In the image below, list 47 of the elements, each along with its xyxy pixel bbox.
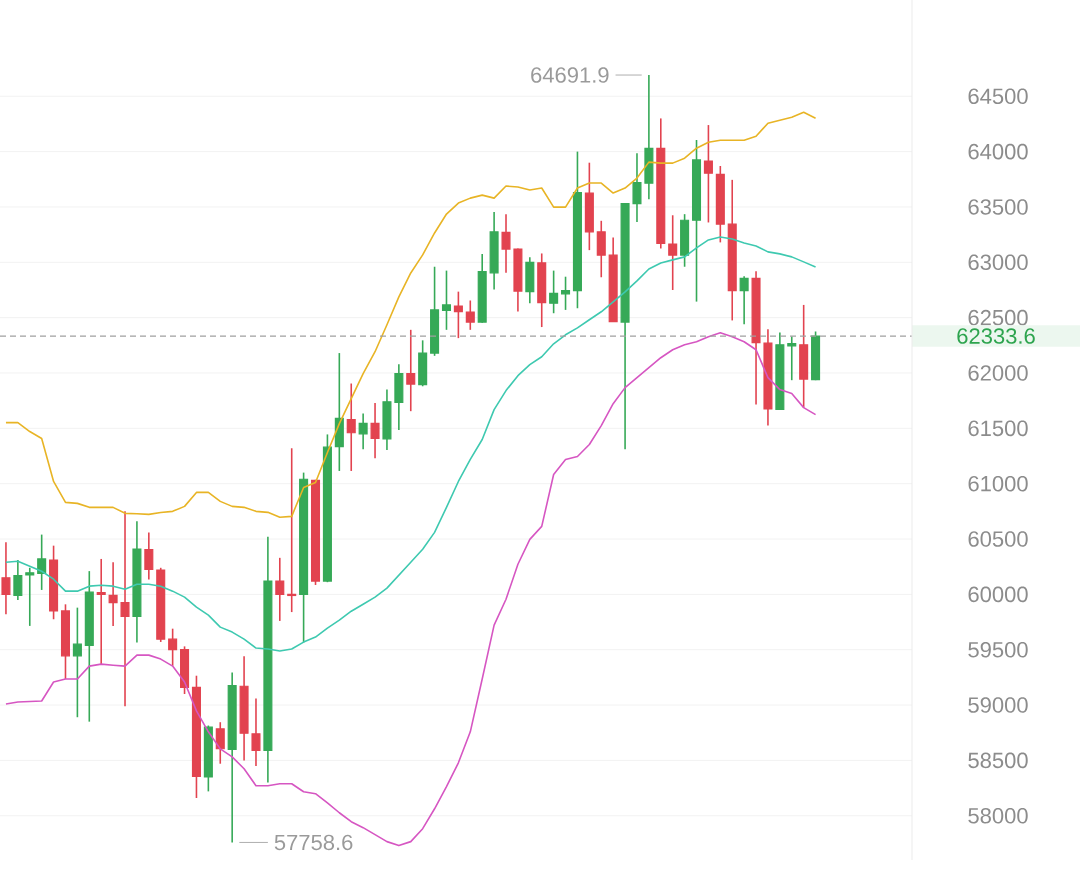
candlestick xyxy=(120,510,130,707)
candlestick xyxy=(13,559,23,601)
candlestick xyxy=(632,152,642,223)
y-tick-label: 64000 xyxy=(968,143,1028,160)
candlestick xyxy=(144,531,154,581)
candlestick xyxy=(465,299,475,331)
candlestick xyxy=(251,697,261,767)
candlestick xyxy=(287,447,297,613)
candlestick xyxy=(108,561,118,627)
candlestick xyxy=(596,220,606,279)
candlestick xyxy=(96,558,106,665)
y-tick-label: 64500 xyxy=(968,88,1028,105)
y-tick-label: 61500 xyxy=(968,420,1028,437)
candlestick xyxy=(501,213,511,274)
candlestick xyxy=(37,533,47,591)
y-tick-label: 59000 xyxy=(968,697,1028,713)
candlestick xyxy=(370,402,380,460)
y-tick-label: 60500 xyxy=(968,531,1028,547)
y-tick-label: 61000 xyxy=(968,475,1028,492)
candlestick xyxy=(739,275,749,326)
candlestick xyxy=(275,557,285,622)
candlestick xyxy=(25,567,35,627)
candlestick xyxy=(72,606,82,719)
y-tick-label: 62500 xyxy=(968,309,1028,326)
ref-line-label: 62333.6 xyxy=(957,328,1035,344)
annotation: 57758.6 xyxy=(274,834,353,851)
candlestick xyxy=(668,214,678,291)
y-tick-label: 58000 xyxy=(968,807,1028,824)
candlestick xyxy=(358,412,368,451)
y-tick-label: 63500 xyxy=(968,199,1028,215)
y-tick-label: 60000 xyxy=(968,586,1028,603)
candlestick xyxy=(1,541,11,616)
candlestick xyxy=(549,269,559,315)
candlestick xyxy=(453,290,463,339)
candlestick xyxy=(346,382,356,472)
candlestick xyxy=(561,275,571,311)
y-tick-label: 58500 xyxy=(968,752,1028,769)
candlestick xyxy=(787,335,797,381)
y-tick-label: 63000 xyxy=(968,254,1028,271)
candlestick xyxy=(215,721,225,765)
candlestick xyxy=(703,124,713,224)
y-tick-label: 59500 xyxy=(968,641,1028,658)
annotation: 64691.9 xyxy=(531,67,609,83)
candlestick xyxy=(168,627,178,667)
candlestick xyxy=(406,329,416,412)
candlestick xyxy=(441,269,452,331)
y-tick-label: 62000 xyxy=(968,365,1028,381)
